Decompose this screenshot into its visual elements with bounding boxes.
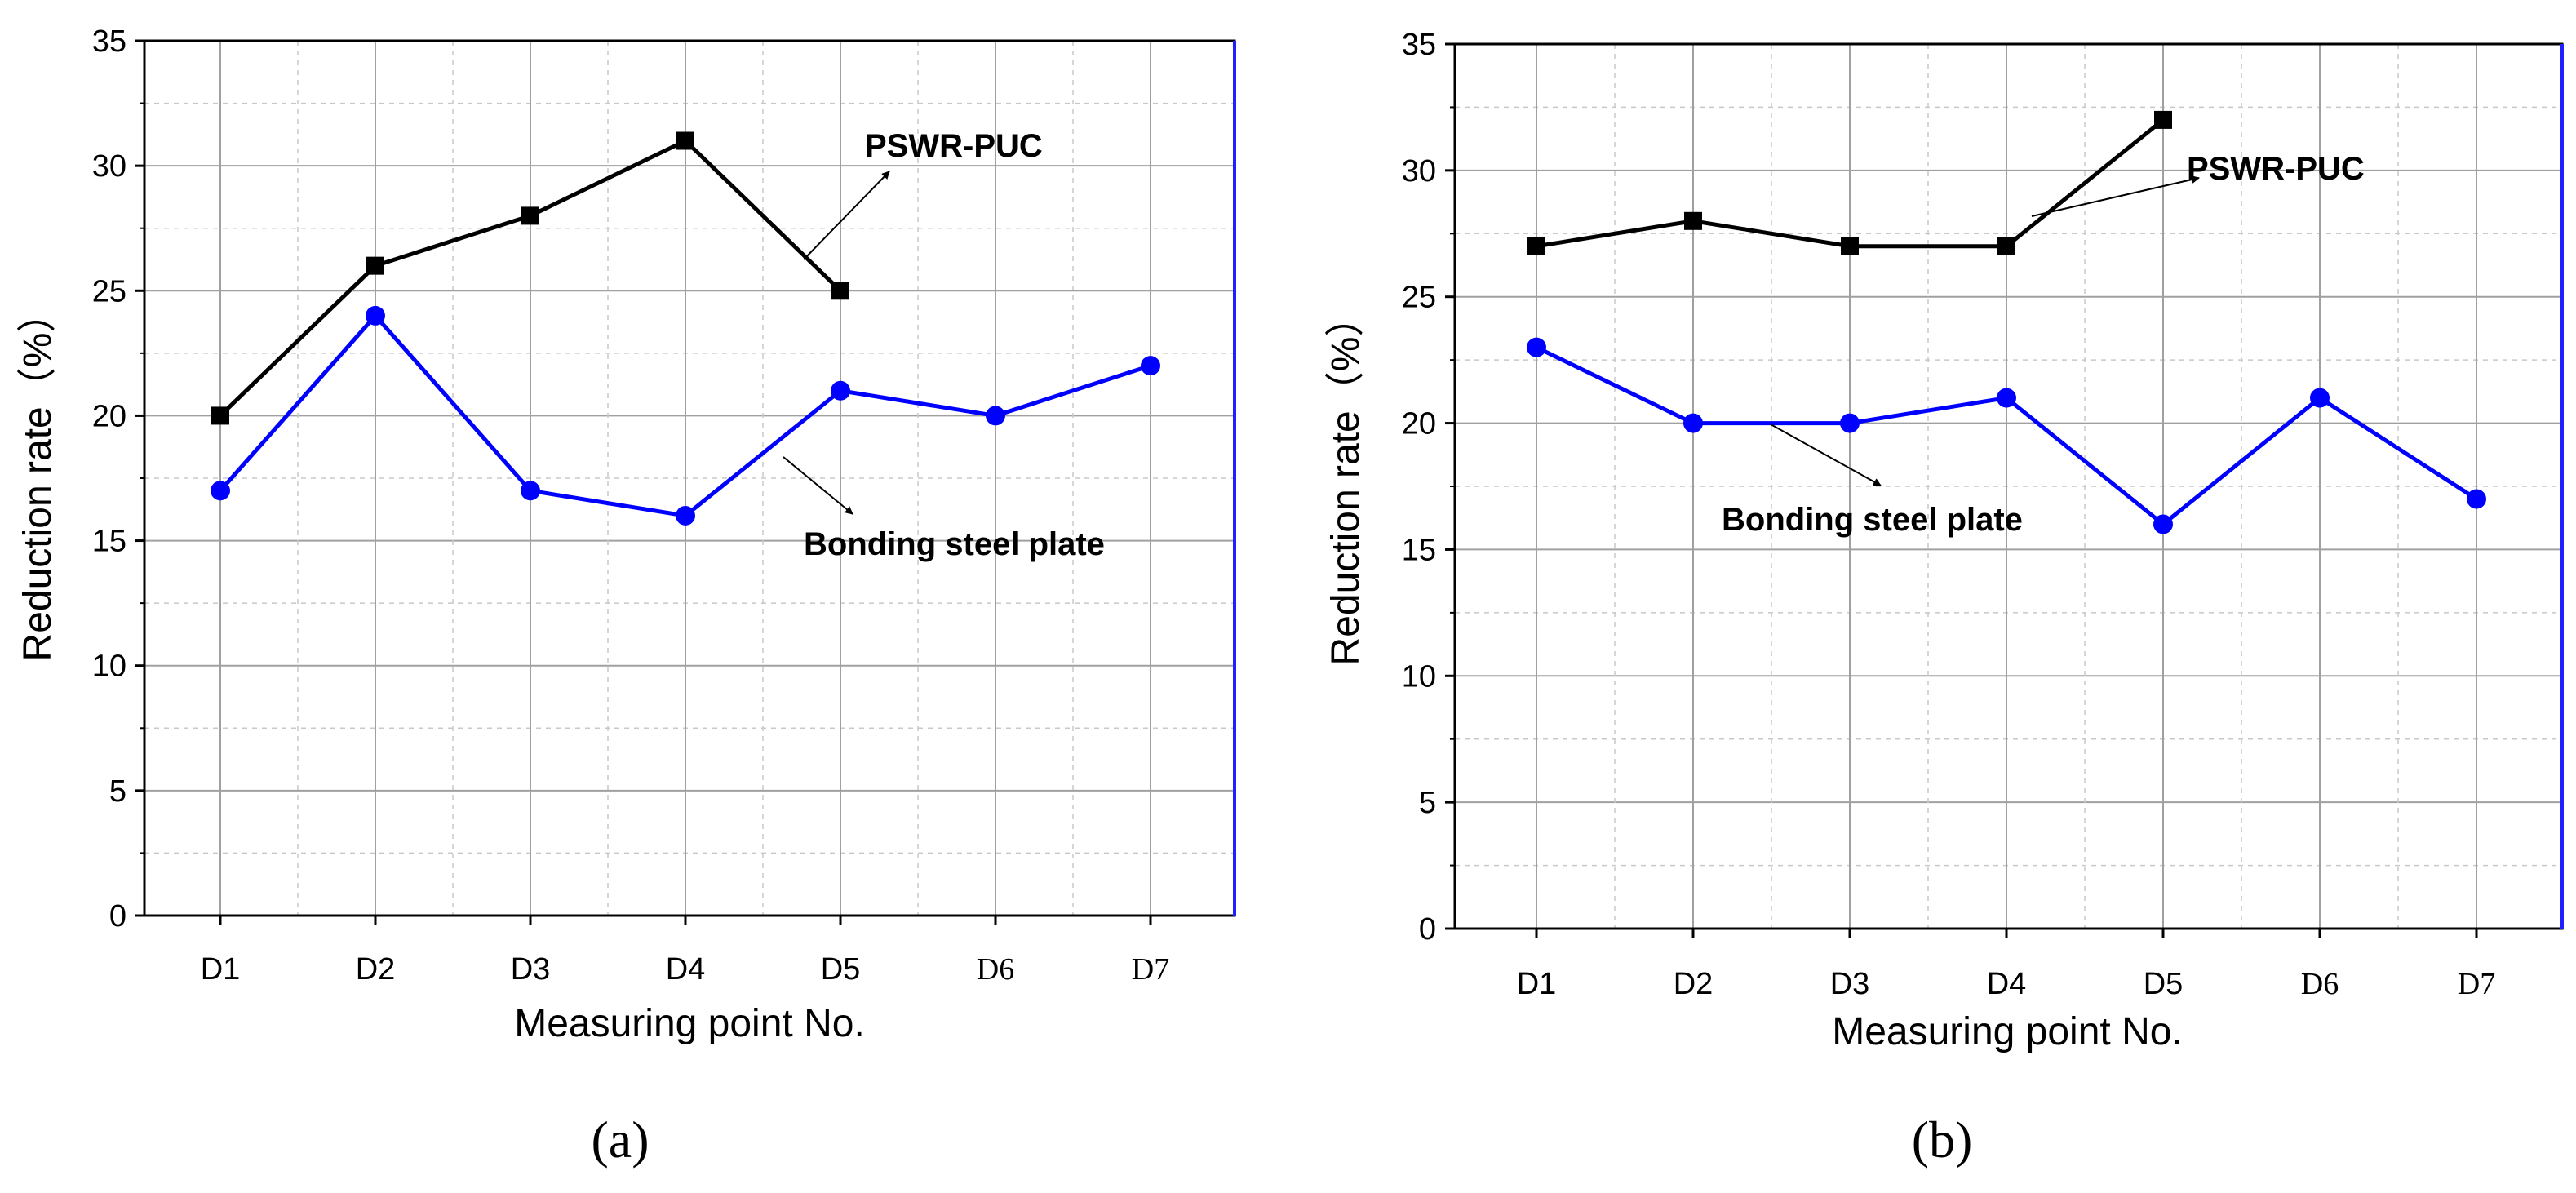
y-tick-label: 10 <box>1402 659 1436 694</box>
x-tick-label: D3 <box>511 952 551 987</box>
x-tick-label: D5 <box>821 952 861 987</box>
x-tick-label: D2 <box>356 952 396 987</box>
data-point-pswr-puc <box>2154 110 2172 129</box>
annotation-bonding-steel-plate: Bonding steel plate <box>1722 502 2023 538</box>
data-point-pswr-puc <box>521 206 539 225</box>
y-tick-label: 30 <box>92 149 126 184</box>
y-tick-label: 5 <box>109 774 126 809</box>
data-point-pswr-puc <box>1997 237 2015 255</box>
panel-label: (a) <box>591 1111 649 1169</box>
data-point-pswr-puc <box>676 131 694 150</box>
chart-panel-b: 0 5 10 15 20 25 30 35 D1 D2 D3 D4 D5 D6 D7 PSWR-PUC B… <box>1324 28 2564 1169</box>
y-tick-label: 5 <box>1419 786 1436 820</box>
y-tick-label: 35 <box>92 24 126 59</box>
annotation-arrow-bonding-steel-plate <box>783 456 853 515</box>
x-tick-label: D7 <box>2458 967 2495 1001</box>
annotation-arrow-pswr-puc <box>2031 175 2200 217</box>
y-tick-label: 15 <box>92 525 126 559</box>
data-point-bonding-steel-plate <box>211 481 230 501</box>
y-tick-label: 30 <box>1402 154 1436 188</box>
data-point-pswr-puc <box>831 282 849 300</box>
annotation-bonding-steel-plate: Bonding steel plate <box>804 526 1105 562</box>
x-tick-label: D4 <box>1987 967 2027 1001</box>
plot-frame <box>143 39 1236 917</box>
annotation-pswr-puc: PSWR-PUC <box>865 128 1043 164</box>
y-tick-label: 25 <box>92 274 126 308</box>
chart-panel-a: 0 5 10 15 20 25 30 35 D1 D2 D3 D4 D5 D6 D7 PSWR-PUC B… <box>16 24 1236 1169</box>
x-tick-label: D5 <box>2144 967 2184 1001</box>
data-point-pswr-puc <box>1841 237 1859 255</box>
annotation-pswr-puc: PSWR-PUC <box>2187 151 2365 187</box>
data-point-pswr-puc <box>1684 211 1702 230</box>
y-tick-label: 20 <box>1402 407 1436 441</box>
data-point-pswr-puc <box>211 406 229 425</box>
x-axis-title: Measuring point No. <box>514 1002 865 1045</box>
y-tick-label: 20 <box>92 399 126 433</box>
y-tick-label: 10 <box>92 650 126 684</box>
y-axis-title: Reduction rate（%） <box>16 294 60 662</box>
x-tick-label: D2 <box>1674 967 1714 1001</box>
data-point-bonding-steel-plate <box>2153 514 2173 534</box>
data-point-bonding-steel-plate <box>2310 388 2330 408</box>
data-point-bonding-steel-plate <box>986 406 1005 426</box>
x-tick-label: D1 <box>1517 967 1557 1001</box>
x-tick-label: D6 <box>2301 967 2339 1001</box>
x-tick-label: D1 <box>201 952 241 987</box>
data-point-bonding-steel-plate <box>521 481 540 501</box>
data-point-bonding-steel-plate <box>366 305 385 326</box>
x-tick-label: D6 <box>977 952 1014 987</box>
y-axis-title: Reduction rate（%） <box>1324 298 1368 666</box>
data-point-bonding-steel-plate <box>2467 489 2486 509</box>
y-tick-label: 25 <box>1402 281 1436 315</box>
annotation-arrow-pswr-puc <box>803 171 890 260</box>
annotation-arrow-bonding-steel-plate <box>1770 424 1882 486</box>
data-point-bonding-steel-plate <box>1527 337 1546 357</box>
y-tick-label: 0 <box>109 899 126 934</box>
data-point-bonding-steel-plate <box>1141 356 1160 376</box>
data-point-bonding-steel-plate <box>1683 413 1703 433</box>
y-tick-label: 15 <box>1402 533 1436 567</box>
y-tick-label: 0 <box>1419 912 1436 947</box>
data-point-bonding-steel-plate <box>1997 388 2016 408</box>
data-point-bonding-steel-plate <box>831 380 850 401</box>
x-tick-label: D7 <box>1132 952 1169 987</box>
data-point-bonding-steel-plate <box>676 505 695 526</box>
x-tick-label: D3 <box>1830 967 1870 1001</box>
y-tick-label: 35 <box>1402 28 1436 62</box>
x-tick-label: D4 <box>666 952 706 987</box>
data-point-pswr-puc <box>1527 237 1545 255</box>
data-point-pswr-puc <box>366 256 384 275</box>
panel-label: (b) <box>1912 1111 1973 1169</box>
data-point-bonding-steel-plate <box>1840 413 1860 433</box>
x-axis-title: Measuring point No. <box>1832 1010 2183 1053</box>
